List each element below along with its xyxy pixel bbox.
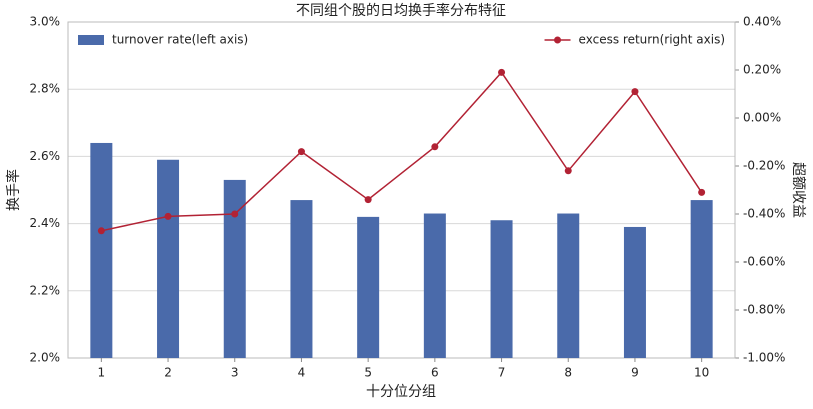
bar bbox=[223, 179, 246, 358]
x-tick-label: 4 bbox=[298, 366, 306, 380]
x-tick-label: 10 bbox=[694, 366, 709, 380]
x-tick-label: 3 bbox=[231, 366, 239, 380]
point bbox=[631, 88, 639, 96]
y-tick-label: 2.8% bbox=[30, 82, 61, 96]
y-axis-label: 换手率 bbox=[5, 169, 22, 211]
bar bbox=[90, 142, 113, 358]
bar bbox=[157, 159, 180, 358]
point bbox=[97, 227, 105, 235]
y2-tick-label: -0.20% bbox=[743, 159, 785, 173]
bar bbox=[423, 213, 446, 358]
point bbox=[164, 212, 172, 220]
bar bbox=[690, 200, 713, 358]
x-axis-label: 十分位分组 bbox=[366, 384, 436, 400]
y-tick-label: 3.0% bbox=[30, 15, 61, 29]
bar bbox=[623, 226, 646, 358]
y-tick-label: 2.4% bbox=[30, 216, 61, 230]
y2-tick-label: -0.60% bbox=[743, 255, 785, 269]
y2-tick-label: 0.20% bbox=[743, 63, 781, 77]
chart-title: 不同组个股的日均换手率分布特征 bbox=[296, 2, 506, 19]
x-tick-label: 2 bbox=[164, 366, 172, 380]
x-tick-label: 9 bbox=[631, 366, 639, 380]
x-tick-label: 8 bbox=[564, 366, 572, 380]
y-tick-label: 2.6% bbox=[30, 149, 61, 163]
x-tick-label: 7 bbox=[498, 366, 506, 380]
point bbox=[498, 68, 506, 76]
point bbox=[231, 210, 239, 218]
y2-tick-label: -0.40% bbox=[743, 207, 785, 221]
bar bbox=[357, 216, 380, 358]
point bbox=[698, 188, 706, 196]
point bbox=[431, 143, 439, 151]
point bbox=[564, 167, 572, 175]
x-tick-label: 5 bbox=[364, 366, 372, 380]
bar bbox=[290, 200, 313, 358]
plot-frame bbox=[67, 21, 736, 359]
legend-label: excess return(right axis) bbox=[579, 33, 725, 47]
y2-tick-label: -1.00% bbox=[743, 351, 785, 365]
bar bbox=[557, 213, 580, 358]
y2-axis-label: 超额收益 bbox=[790, 162, 806, 218]
legend-label: turnover rate(left axis) bbox=[112, 33, 248, 47]
y-tick-label: 2.2% bbox=[30, 283, 61, 297]
y-tick-label: 2.0% bbox=[30, 351, 61, 365]
legend: turnover rate(left axis) bbox=[78, 33, 248, 47]
legend: excess return(right axis) bbox=[544, 33, 725, 47]
line bbox=[101, 71, 703, 232]
x-tick-label: 1 bbox=[98, 366, 106, 380]
y2-tick-label: -0.80% bbox=[743, 303, 785, 317]
legend-swatch bbox=[78, 35, 104, 45]
y2-tick-label: 0.00% bbox=[743, 111, 781, 125]
point bbox=[297, 148, 305, 156]
x-tick-label: 6 bbox=[431, 366, 439, 380]
legend-swatch bbox=[554, 36, 562, 44]
y2-tick-label: 0.40% bbox=[743, 15, 781, 29]
point bbox=[364, 196, 372, 204]
bar bbox=[490, 220, 513, 358]
